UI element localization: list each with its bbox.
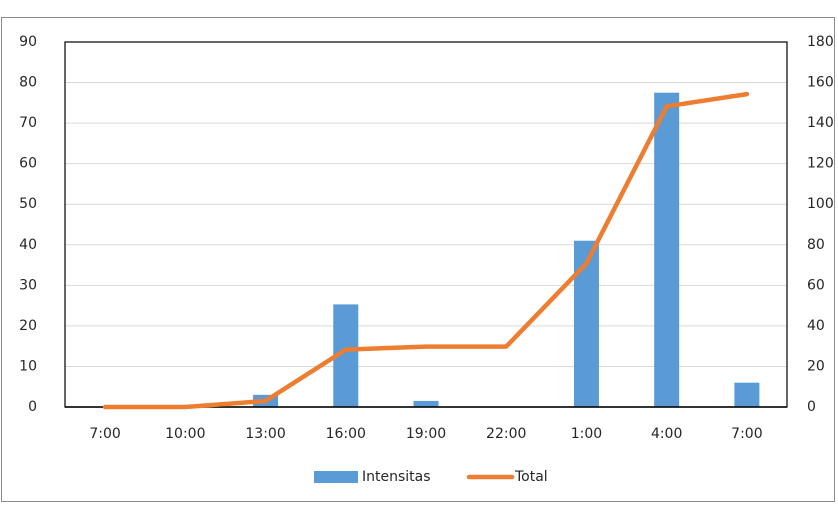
x-tick-label: 7:00: [731, 426, 762, 442]
y-left-tick-label: 30: [19, 277, 37, 293]
bar-intensitas: [734, 382, 760, 407]
y-right-tick-label: 60: [807, 277, 825, 293]
bar-intensitas: [413, 400, 439, 407]
legend-label-intensitas: Intensitas: [362, 469, 431, 485]
y-right-tick-label: 100: [807, 196, 834, 212]
y-left-tick-label: 90: [19, 34, 37, 50]
x-tick-label: 1:00: [571, 426, 602, 442]
y-left-tick-label: 40: [19, 237, 37, 253]
y-right-tick-label: 20: [807, 358, 825, 374]
bar-intensitas: [573, 240, 599, 407]
x-tick-label: 7:00: [89, 426, 120, 442]
y-left-tick-label: 20: [19, 318, 37, 334]
y-left-tick-label: 0: [28, 399, 37, 415]
y-right-tick-label: 160: [807, 75, 834, 91]
y-right-tick-label: 0: [807, 399, 816, 415]
legend-swatch-intensitas: [314, 471, 358, 483]
x-tick-label: 4:00: [651, 426, 682, 442]
y-right-tick-label: 40: [807, 318, 825, 334]
y-left-tick-label: 80: [19, 75, 37, 91]
y-left-tick-label: 50: [19, 196, 37, 212]
y-left-tick-label: 10: [19, 358, 37, 374]
y-right-tick-label: 120: [807, 156, 834, 172]
x-tick-label: 22:00: [486, 426, 526, 442]
combo-chart: 0 10 20 30 40 50 60 70 80 90 0 20 40 60 80 100 120 140 160…: [19, 34, 834, 485]
y-right-tick-label: 180: [807, 34, 834, 50]
line-total: [102, 91, 750, 410]
bar-intensitas: [654, 92, 680, 407]
x-tick-label: 19:00: [406, 426, 446, 442]
x-tick-label: 16:00: [326, 426, 366, 442]
y-left-tick-label: 60: [19, 156, 37, 172]
chart-frame: 0 10 20 30 40 50 60 70 80 90 0 20 40 60 80 100 120 140 160…: [1, 17, 835, 502]
x-tick-label: 13:00: [245, 426, 285, 442]
legend-label-total: Total: [514, 469, 548, 485]
x-tick-label: 10:00: [165, 426, 205, 442]
y-right-tick-label: 140: [807, 115, 834, 131]
y-right-tick-label: 80: [807, 237, 825, 253]
y-left-tick-label: 70: [19, 115, 37, 131]
